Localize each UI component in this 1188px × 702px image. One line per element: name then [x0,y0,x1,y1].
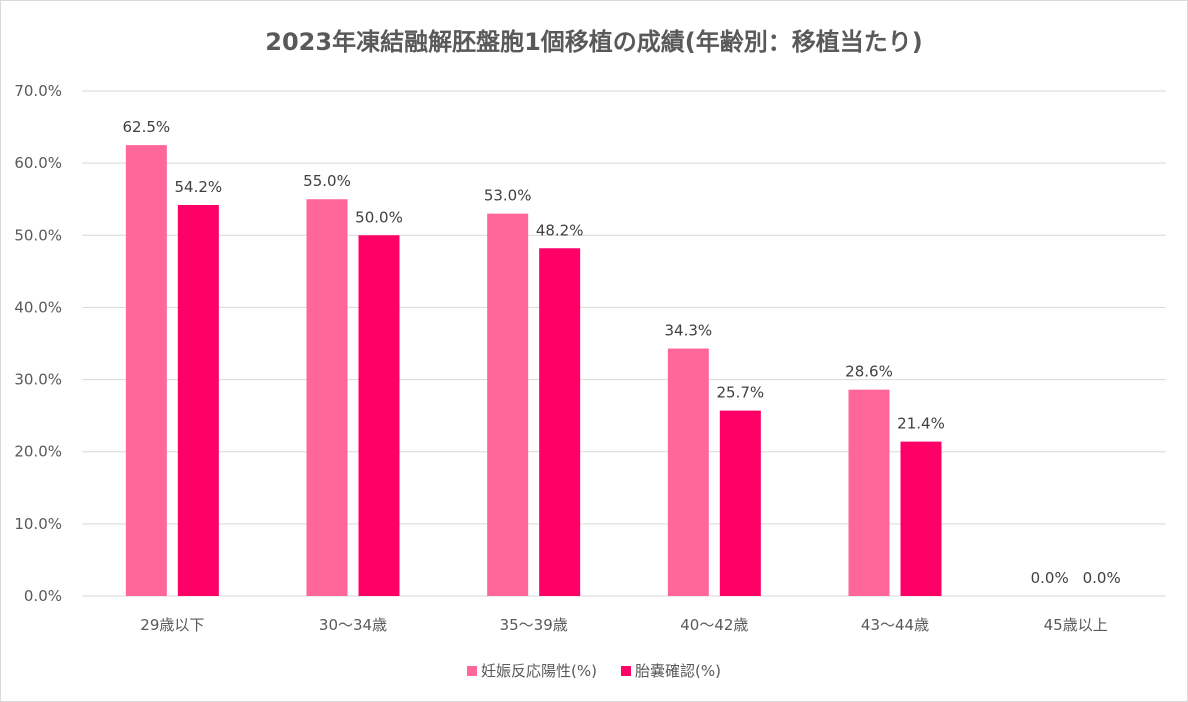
bar-series-0-3 [667,348,709,596]
legend-item: 胎嚢確認(%) [621,660,721,681]
data-label: 21.4% [897,415,945,433]
x-tick-label: 35～39歳 [500,616,568,634]
y-tick-label: 50.0% [14,226,62,244]
legend-swatch [467,665,478,676]
legend-label: 胎嚢確認(%) [635,662,721,680]
data-label: 55.0% [303,172,351,190]
legend-label: 妊娠反応陽性(%) [481,662,597,680]
y-axis-ticks: 0.0% 10.0% 20.0% 30.0% 40.0% 50.0% 60.0% 70.0% [14,82,62,605]
y-tick-label: 20.0% [14,443,62,461]
y-tick-label: 40.0% [14,298,62,316]
data-label: 53.0% [484,187,532,205]
data-label: 25.7% [717,384,765,402]
bars [125,145,942,597]
data-label: 54.2% [175,178,223,196]
data-label: 62.5% [123,118,171,136]
data-label: 0.0% [1083,569,1121,587]
chart-title: 2023年凍結融解胚盤胞1個移植の成績(年齢別：移植当たり) [265,28,923,56]
y-tick-label: 70.0% [14,82,62,100]
data-labels: 62.5% 54.2% 55.0%50.0% 53.0%48.2% 34.3% 25.7%… [123,118,1121,587]
y-tick-label: 10.0% [14,515,62,533]
bar-series-1-3 [719,410,761,596]
y-tick-label: 0.0% [24,587,62,605]
data-label: 34.3% [665,322,713,340]
y-tick-label: 30.0% [14,371,62,389]
data-label: 48.2% [536,221,584,239]
legend: 妊娠反応陽性(%) 胎嚢確認(%) [0,660,1188,681]
x-tick-label: 30～34歳 [319,616,387,634]
gridlines [82,90,1166,597]
x-axis-ticks: 29歳以下 30～34歳 35～39歳 40～42歳 43～44歳 45歳以上 [140,616,1107,634]
x-tick-label: 40～42歳 [680,616,748,634]
x-tick-label: 45歳以上 [1044,616,1108,634]
bar-series-1-4 [900,441,942,596]
data-label: 28.6% [845,363,893,381]
bar-series-0-2 [487,213,529,596]
data-label: 0.0% [1031,569,1069,587]
x-tick-label: 43～44歳 [861,616,929,634]
bar-series-0-4 [848,389,890,596]
bar-series-0-1 [306,199,348,596]
data-label: 50.0% [355,208,403,226]
bar-series-1-2 [539,248,581,596]
y-tick-label: 60.0% [14,154,62,172]
bar-series-1-0 [177,204,219,596]
bar-series-0-0 [125,145,167,596]
bar-series-1-1 [358,235,400,597]
legend-swatch [621,665,631,676]
x-tick-label: 29歳以下 [140,616,204,634]
legend-item: 妊娠反応陽性(%) [467,660,597,681]
